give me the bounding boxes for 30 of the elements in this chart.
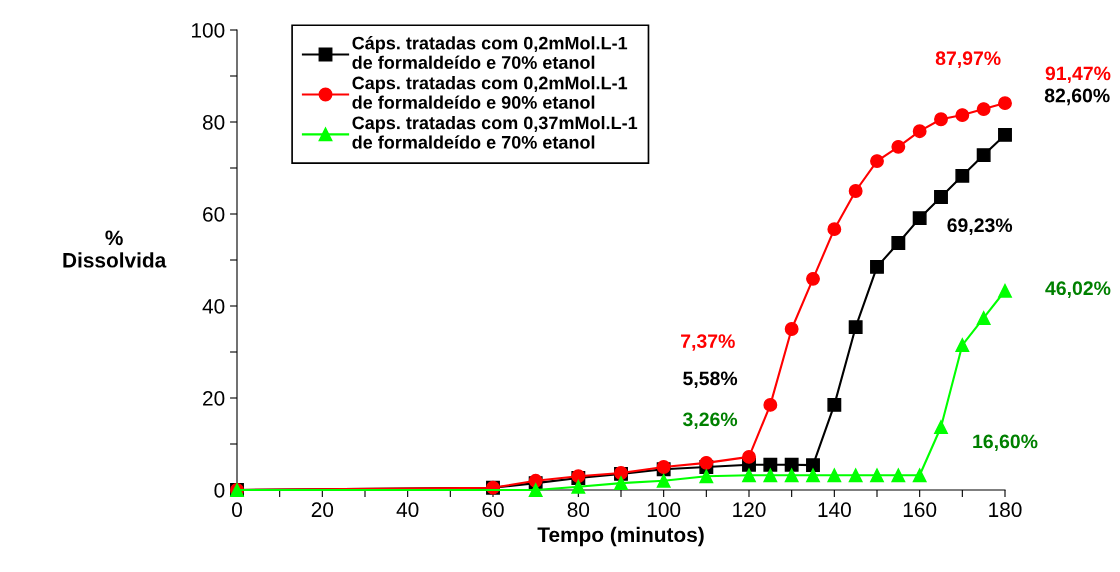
text: 46,02% <box>1045 281 1111 298</box>
text: 82,60% <box>1044 88 1110 106</box>
annotation: 87,97% <box>935 51 1001 68</box>
legend-label: Cáps. tratadas com 0,2mMol.L-1 de formaldeído e 70% etanol <box>352 36 628 69</box>
legend-label: Caps. tratadas com 0,37mMol.L-1 de formaldeído e 70% etanol <box>352 116 638 149</box>
y-tick-label: 0 <box>214 483 225 498</box>
x-tick-label: 0 <box>232 502 242 518</box>
y-tick-label: 20 <box>203 391 225 406</box>
x-tick-label: 100 <box>647 502 681 518</box>
annotation: 5,58% <box>683 371 738 389</box>
y-axis-title: % Dissolvida <box>63 230 167 268</box>
text: 91,47% <box>1045 66 1111 84</box>
annotation: 69,23% <box>947 218 1013 235</box>
x-tick-label: 60 <box>482 502 504 518</box>
x-tick-label: 140 <box>818 502 851 518</box>
annotation: 7,37% <box>681 334 735 351</box>
x-tick-label: 20 <box>311 502 334 518</box>
annotation: 16,60% <box>973 434 1038 452</box>
y-tick-label: 40 <box>202 299 225 314</box>
x-tick-label: 160 <box>903 502 937 518</box>
annotation: 3,26% <box>682 412 738 430</box>
y-tick-label: 100 <box>192 23 225 38</box>
y-tick-label: 80 <box>202 115 225 130</box>
x-tick-label: 40 <box>396 502 419 518</box>
y-tick-label: 60 <box>203 207 225 222</box>
x-tick-label: 120 <box>733 502 766 518</box>
x-axis-title: Tempo (minutos) <box>537 526 704 547</box>
x-tick-label: 80 <box>567 502 590 518</box>
x-tick-label: 180 <box>989 502 1022 518</box>
legend-label: Caps. tratadas com 0,2mMol.L-1 de formaldeído e 90% etanol <box>352 76 628 109</box>
